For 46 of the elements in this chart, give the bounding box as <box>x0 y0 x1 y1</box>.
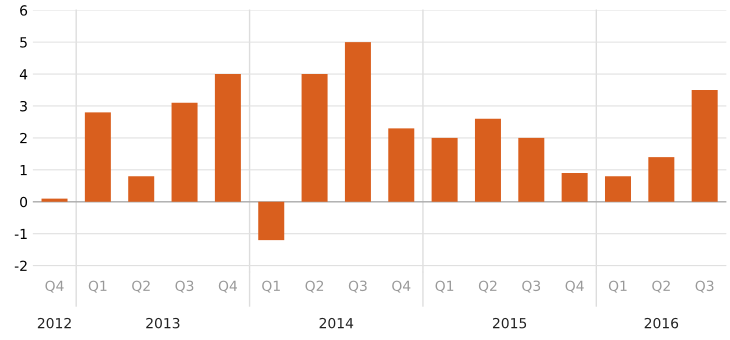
bar <box>692 90 718 202</box>
bar <box>518 138 544 202</box>
x-tick-label: Q4 <box>392 280 410 293</box>
bar <box>128 176 154 202</box>
bar <box>562 173 588 202</box>
y-tick-label: 4 <box>20 69 28 80</box>
text: 2012 <box>38 318 71 328</box>
bar <box>172 102 198 202</box>
x-tick-label: Q2 <box>132 280 150 293</box>
y-tick-label: -2 <box>14 260 27 271</box>
x-tick-label: Q1 <box>262 280 280 293</box>
bar <box>344 42 371 202</box>
x-tick-label: Q3 <box>522 280 540 293</box>
x-tick-label: Q1 <box>88 280 106 293</box>
x-tick-label: Q3 <box>348 280 367 293</box>
x-tick-label: Q4 <box>45 280 64 293</box>
bar <box>474 118 501 202</box>
x-tick-label: Q3 <box>175 280 194 293</box>
bar <box>388 128 414 202</box>
x-tick-label: Q2 <box>305 280 324 293</box>
x-tick-label: Q4 <box>218 280 237 293</box>
y-tick-label: 0 <box>20 196 28 208</box>
y-tick-label: 6 <box>20 5 28 16</box>
text: 2013 <box>146 318 180 328</box>
x-tick-label: Q1 <box>608 280 627 293</box>
x-tick-label: Q3 <box>696 280 714 293</box>
x-tick-label: Q2 <box>478 280 496 293</box>
y-tick-label: 5 <box>20 37 27 48</box>
y-tick-label: 1 <box>20 164 27 176</box>
x-tick-label: Q4 <box>566 280 584 293</box>
x-tick-label: Q2 <box>652 280 670 293</box>
x-tick-label: Q1 <box>436 280 454 293</box>
bar <box>432 138 458 202</box>
y-tick-label: 3 <box>20 100 27 112</box>
bar <box>42 198 68 202</box>
text: 2016 <box>644 318 678 328</box>
y-tick-label: 2 <box>20 132 27 144</box>
bar <box>214 74 241 202</box>
y-tick-label: -1 <box>14 228 27 239</box>
bar <box>258 202 284 240</box>
text: 2014 <box>320 318 354 328</box>
bar <box>84 112 111 202</box>
text: 2015 <box>492 318 526 328</box>
bar <box>648 157 674 202</box>
bar <box>604 176 631 202</box>
bar <box>302 74 328 202</box>
